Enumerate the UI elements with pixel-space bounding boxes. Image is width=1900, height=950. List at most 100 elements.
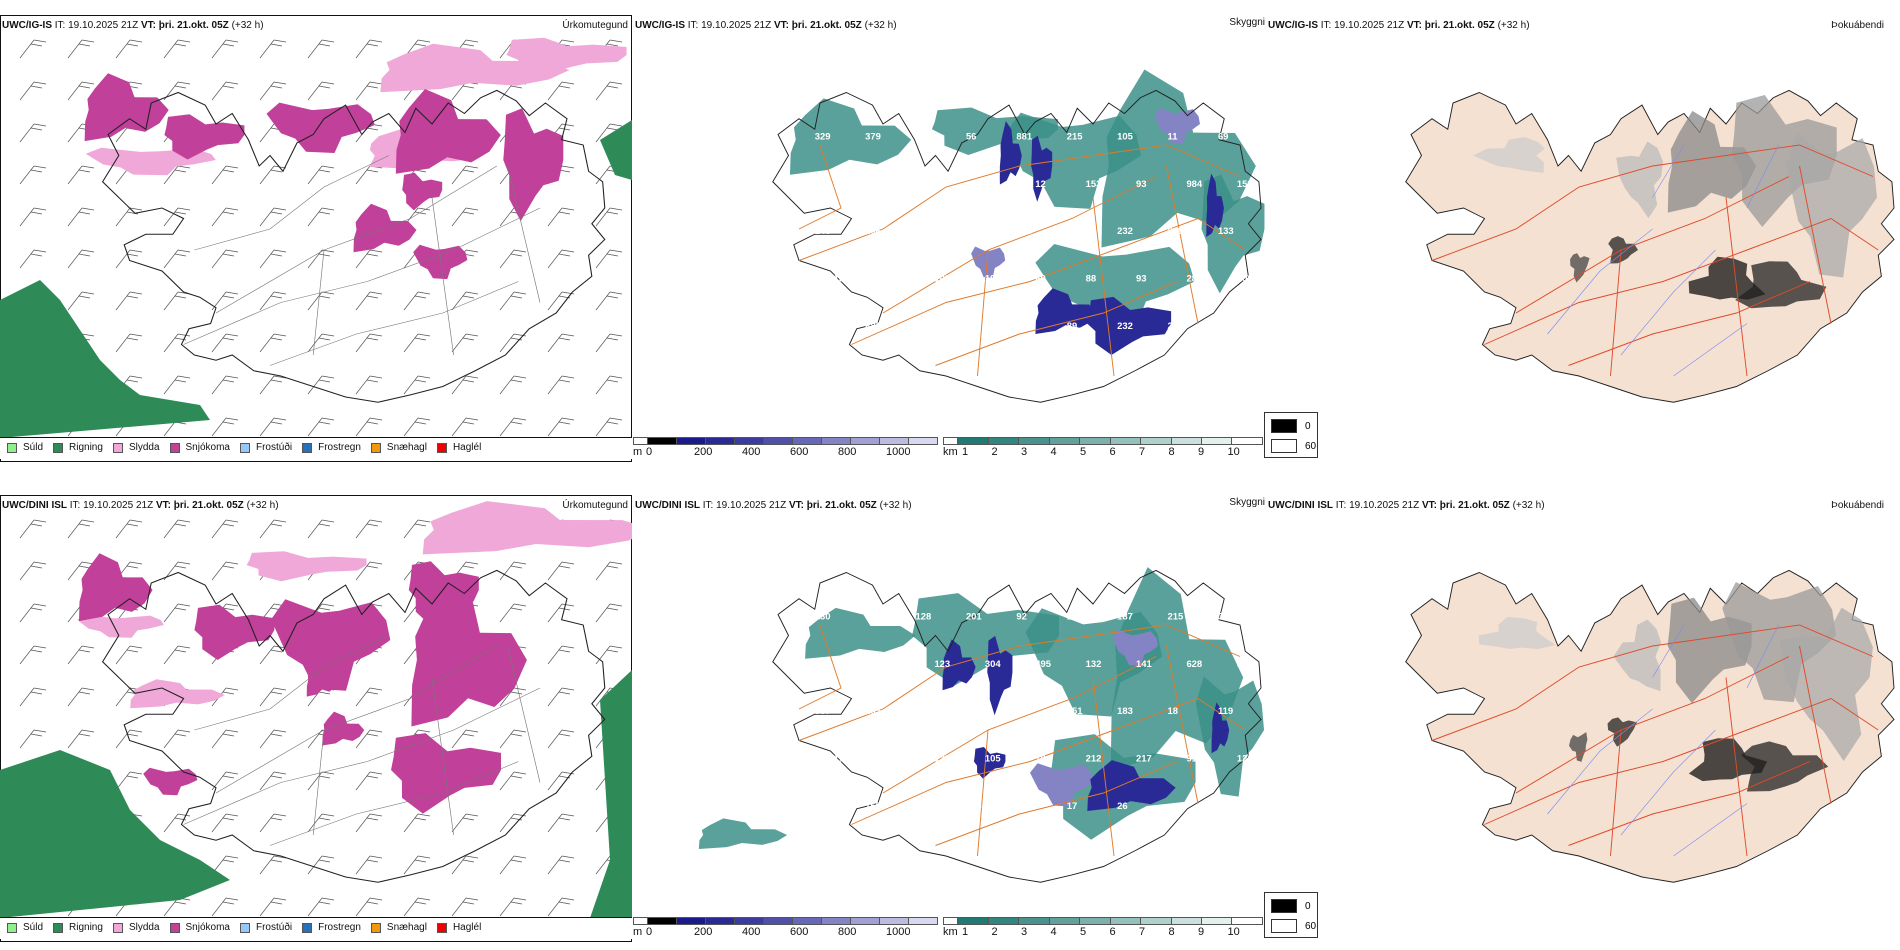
roads (183, 155, 541, 366)
visibility-value: 159 (1237, 179, 1253, 190)
visibility-value: 118 (884, 659, 899, 670)
panel-title: UWC/DINI ISL IT: 19.10.2025 21Z VT: þri.… (2, 500, 279, 511)
precip-type-map[interactable] (0, 480, 632, 940)
fog-legend: 0 60 (1264, 892, 1318, 938)
visibility-value: 12 (1035, 179, 1046, 190)
visibility-value: 250 (815, 321, 831, 332)
visibility-value: 79 (966, 321, 977, 332)
colorbar-tick: 4 (1050, 926, 1057, 938)
legend-swatch (370, 442, 381, 453)
visibility-value: 123 (934, 659, 950, 670)
fog-legend-swatch (1271, 419, 1297, 433)
visibility-value: 69 (1035, 274, 1046, 285)
fog-map[interactable] (1266, 0, 1898, 460)
rivers (1547, 624, 1779, 857)
visibility-value: 19 (1035, 754, 1046, 765)
visibility-value: 113 (834, 754, 849, 765)
parameter-label: Þokuábendi (1831, 20, 1884, 31)
visibility-value: 587 (815, 706, 831, 717)
legend-item: Frostregn (302, 442, 361, 453)
legend-label: Frostúði (255, 442, 293, 453)
visibility-value: 161 (834, 179, 850, 190)
visibility-value: 881 (1016, 132, 1032, 143)
colorbar-tick: 0 (646, 926, 653, 938)
visibility-value: 88 (1086, 274, 1097, 285)
parameter-label: Úrkomutegund (562, 500, 628, 511)
parameter-label: Úrkomutegund (562, 20, 628, 31)
colorbar-unit: km (943, 446, 958, 458)
visibility-colorbar: km 1 2 3 4 5 6 7 8 9 10 (943, 437, 1263, 461)
visibility-value: 280 (1186, 274, 1202, 285)
panel-title: UWC/IG-IS IT: 19.10.2025 21Z VT: þri. 21… (1268, 20, 1530, 31)
precip-type-legend: Súld Rigning Slydda Snjókoma Frostúði Frostre… (0, 917, 632, 939)
visibility-value: 215 (1067, 132, 1083, 143)
legend-swatch (169, 442, 180, 453)
colorbar-swatches (633, 917, 938, 925)
legend-item: Rigning (53, 922, 103, 933)
colorbar-tick: 800 (838, 926, 857, 938)
fog-legend-swatch (1271, 439, 1297, 453)
visibility-value: 232 (1117, 226, 1133, 237)
panel-visibility-ig: UWC/IG-IS IT: 19.10.2025 21Z VT: þri. 21… (633, 0, 1265, 460)
colorbar-tick: 7 (1139, 446, 1146, 458)
colorbar-tick: 6 (1109, 926, 1116, 938)
visibility-value: 17 (1067, 801, 1078, 812)
visibility-value: 209 (916, 226, 932, 237)
panel-precip-type-ig: UWC/IG-IS IT: 19.10.2025 21Z VT: þri. 21… (0, 0, 632, 462)
legend-item: Snæhagl (370, 922, 427, 933)
parameter-label: Þokuábendi (1831, 500, 1884, 511)
legend-swatch (7, 922, 17, 933)
precip-type-map[interactable] (0, 0, 632, 460)
panel-title: UWC/IG-IS IT: 19.10.2025 21Z VT: þri. 21… (2, 20, 264, 31)
legend-label: Súld (23, 922, 44, 933)
visibility-value: 21 (1168, 321, 1179, 332)
colorbar-tick: 1 (962, 446, 969, 458)
colorbar-unit: m (633, 446, 643, 458)
colorbar-unit: m (633, 926, 643, 938)
legend-swatch (239, 922, 250, 933)
visibility-value-labels: 329 379 2 56 881 215 105 11 69 161 267 89 164 12 153 93… (815, 132, 1253, 332)
map-frame (0, 15, 632, 462)
colorbar-tick: 4 (1050, 446, 1057, 458)
legend-swatch (53, 922, 64, 933)
precip-areas (0, 37, 632, 438)
visibility-value: 108 (1237, 274, 1253, 285)
fog-legend-label: 0 (1305, 900, 1311, 912)
visibility-value: 16 (1016, 706, 1027, 717)
legend-label: Slydda (128, 442, 160, 453)
fog-field (1473, 95, 1877, 309)
legend-item: Snjókoma (169, 922, 230, 933)
legend-item: Slydda (112, 922, 160, 933)
visibility-value: 78 (1016, 321, 1027, 332)
visibility-value: 89 (1067, 321, 1078, 332)
colorbar-tick: 600 (790, 926, 809, 938)
visibility-value: 75 (834, 659, 845, 670)
fog-legend-swatch (1271, 899, 1297, 913)
visibility-value: 183 (1117, 706, 1133, 717)
legend-item: Slydda (112, 442, 160, 453)
visibility-value: 18 (1168, 706, 1179, 717)
legend-swatch (169, 922, 180, 933)
legend-swatch (112, 922, 123, 933)
panel-title: UWC/DINI ISL IT: 19.10.2025 21Z VT: þri.… (1268, 500, 1545, 511)
visibility-value: 155 (865, 801, 881, 812)
legend-swatch (302, 442, 313, 453)
fog-legend-swatch (1271, 919, 1297, 933)
fog-map[interactable] (1266, 480, 1898, 940)
fog-legend-label: 60 (1305, 920, 1317, 932)
colorbar-tick: 200 (694, 446, 713, 458)
visibility-value: 329 (815, 132, 831, 143)
colorbar-tick: 8 (1168, 446, 1175, 458)
colorbar-tick: 5 (1080, 446, 1087, 458)
legend-swatch (436, 922, 447, 933)
colorbar-tick: 3 (1021, 446, 1028, 458)
ceiling-colorbar: m 0 200 400 600 800 1000 (633, 917, 938, 941)
visibility-value: 105 (1117, 132, 1133, 143)
fog-legend-label: 60 (1305, 440, 1317, 452)
visibility-value: 919 (1016, 801, 1032, 812)
roads (798, 144, 1246, 377)
visibility-value: 93 (1136, 274, 1147, 285)
panel-title: UWC/IG-IS IT: 19.10.2025 21Z VT: þri. 21… (635, 20, 897, 31)
